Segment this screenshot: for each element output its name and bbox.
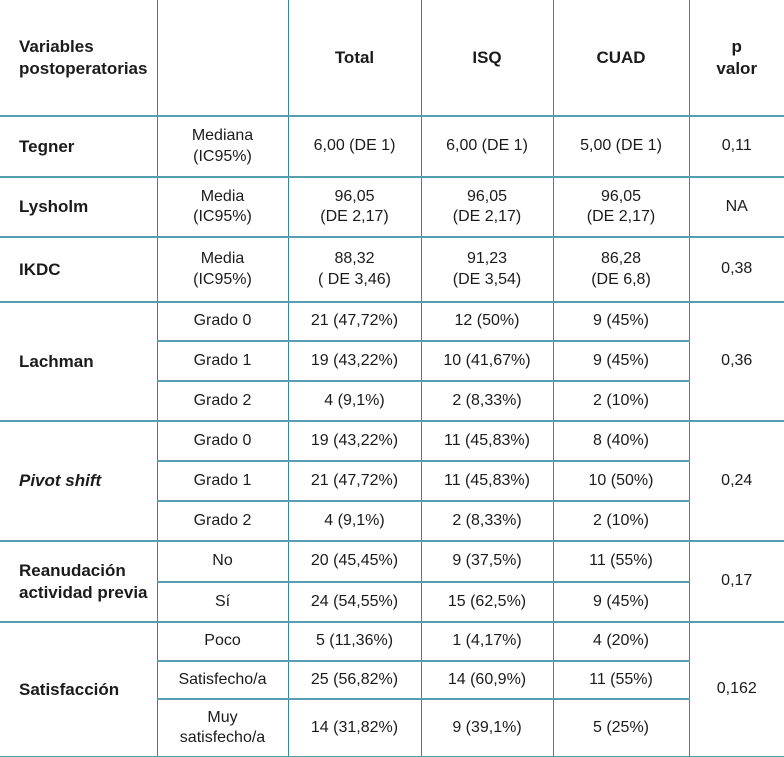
row-label-reanudacion: Reanudación actividad previa <box>0 540 157 622</box>
table-row: Sí 24 (54,55%) 15 (62,5%) 9 (45%) <box>0 581 784 622</box>
cell-total: 4 (9,1%) <box>287 500 421 541</box>
row-label-pivot-shift: Pivot shift <box>0 420 157 541</box>
table-row: Lysholm Media (IC95%) 96,05 (DE 2,17) 96… <box>0 176 784 237</box>
col-header-cuad: CUAD <box>552 0 689 116</box>
row-label-ikdc: IKDC <box>0 236 157 302</box>
table-row: Pivot shift Grado 0 19 (43,22%) 11 (45,8… <box>0 420 784 541</box>
sub-label: Media (IC95%) <box>156 236 288 302</box>
cell-total: 19 (43,22%) <box>287 340 421 381</box>
table-row: Tegner Mediana (IC95%) 6,00 (DE 1) 6,00 … <box>0 115 784 177</box>
header-row: Variables postoperatorias Total ISQ CUAD… <box>0 0 784 116</box>
col-header-isq: ISQ <box>420 0 553 116</box>
cell-total: 19 (43,22%) <box>287 420 421 461</box>
sub-label: Grado 2 <box>156 380 288 421</box>
col-header-pvalor: p valor <box>688 0 784 116</box>
sub-label: Grado 1 <box>156 460 288 501</box>
col-header-total: Total <box>287 0 421 116</box>
cell-pvalue: 0,17 <box>688 540 784 622</box>
cell-pvalue: NA <box>688 176 784 237</box>
cell-isq: 9 (37,5%) <box>420 540 553 582</box>
cell-cuad: 4 (20%) <box>552 621 689 661</box>
cell-total: 5 (11,36%) <box>287 621 421 661</box>
sub-label: Satisfecho/a <box>156 660 288 699</box>
sub-label: Grado 0 <box>156 301 288 341</box>
cell-cuad: 11 (55%) <box>552 660 689 699</box>
cell-total: 24 (54,55%) <box>287 581 421 622</box>
sub-label: Media (IC95%) <box>156 176 288 237</box>
cell-isq: 10 (41,67%) <box>420 340 553 381</box>
cell-cuad: 5,00 (DE 1) <box>552 115 689 177</box>
cell-isq: 96,05 (DE 2,17) <box>420 176 553 237</box>
cell-isq: 12 (50%) <box>420 301 553 341</box>
table-row: Muy satisfecho/a 14 (31,82%) 9 (39,1%) 5… <box>0 698 784 757</box>
cell-cuad: 9 (45%) <box>552 340 689 381</box>
cell-cuad: 5 (25%) <box>552 698 689 757</box>
cell-isq: 91,23 (DE 3,54) <box>420 236 553 302</box>
table-row: Satisfecho/a 25 (56,82%) 14 (60,9%) 11 (… <box>0 660 784 699</box>
table-row: Grado 2 4 (9,1%) 2 (8,33%) 2 (10%) <box>0 380 784 421</box>
cell-pvalue: 0,24 <box>688 420 784 541</box>
cell-cuad: 2 (10%) <box>552 380 689 421</box>
table-row: Grado 1 21 (47,72%) 11 (45,83%) 10 (50%) <box>0 460 784 501</box>
cell-cuad: 8 (40%) <box>552 420 689 461</box>
cell-pvalue: 0,162 <box>688 621 784 757</box>
sub-label: No <box>156 540 288 582</box>
sub-label: Sí <box>156 581 288 622</box>
sub-label: Grado 0 <box>156 420 288 461</box>
sub-label: Grado 2 <box>156 500 288 541</box>
cell-total: 88,32 ( DE 3,46) <box>287 236 421 302</box>
cell-isq: 1 (4,17%) <box>420 621 553 661</box>
cell-isq: 11 (45,83%) <box>420 460 553 501</box>
table-row: Grado 2 4 (9,1%) 2 (8,33%) 2 (10%) <box>0 500 784 541</box>
cell-total: 21 (47,72%) <box>287 301 421 341</box>
row-label-satisfaccion: Satisfacción <box>0 621 157 757</box>
cell-total: 96,05 (DE 2,17) <box>287 176 421 237</box>
cell-cuad: 10 (50%) <box>552 460 689 501</box>
sub-label: Poco <box>156 621 288 661</box>
table-row: Satisfacción Poco 5 (11,36%) 1 (4,17%) 4… <box>0 621 784 757</box>
cell-total: 21 (47,72%) <box>287 460 421 501</box>
table-row: Lachman Grado 0 21 (47,72%) 12 (50%) 9 (… <box>0 301 784 421</box>
col-header-empty <box>156 0 288 116</box>
sub-label: Muy satisfecho/a <box>156 698 288 757</box>
table-row: Grado 1 19 (43,22%) 10 (41,67%) 9 (45%) <box>0 340 784 381</box>
cell-cuad: 96,05 (DE 2,17) <box>552 176 689 237</box>
cell-isq: 15 (62,5%) <box>420 581 553 622</box>
cell-cuad: 11 (55%) <box>552 540 689 582</box>
cell-cuad: 2 (10%) <box>552 500 689 541</box>
row-label-tegner: Tegner <box>0 115 157 177</box>
cell-total: 20 (45,45%) <box>287 540 421 582</box>
cell-isq: 14 (60,9%) <box>420 660 553 699</box>
cell-isq: 2 (8,33%) <box>420 500 553 541</box>
cell-isq: 6,00 (DE 1) <box>420 115 553 177</box>
cell-total: 14 (31,82%) <box>287 698 421 757</box>
cell-cuad: 9 (45%) <box>552 581 689 622</box>
cell-pvalue: 0,38 <box>688 236 784 302</box>
table-row: IKDC Media (IC95%) 88,32 ( DE 3,46) 91,2… <box>0 236 784 302</box>
col-header-variables: Variables postoperatorias <box>19 36 148 78</box>
cell-total: 25 (56,82%) <box>287 660 421 699</box>
cell-isq: 2 (8,33%) <box>420 380 553 421</box>
cell-total: 4 (9,1%) <box>287 380 421 421</box>
cell-total: 6,00 (DE 1) <box>287 115 421 177</box>
sub-label: Mediana (IC95%) <box>156 115 288 177</box>
table-row: Reanudación actividad previa No 20 (45,4… <box>0 540 784 622</box>
sub-label: Grado 1 <box>156 340 288 381</box>
cell-pvalue: 0,11 <box>688 115 784 177</box>
cell-cuad: 86,28 (DE 6,8) <box>552 236 689 302</box>
cell-cuad: 9 (45%) <box>552 301 689 341</box>
row-label-lachman: Lachman <box>0 301 157 421</box>
cell-pvalue: 0,36 <box>688 301 784 421</box>
cell-isq: 11 (45,83%) <box>420 420 553 461</box>
cell-isq: 9 (39,1%) <box>420 698 553 757</box>
row-label-lysholm: Lysholm <box>0 176 157 237</box>
